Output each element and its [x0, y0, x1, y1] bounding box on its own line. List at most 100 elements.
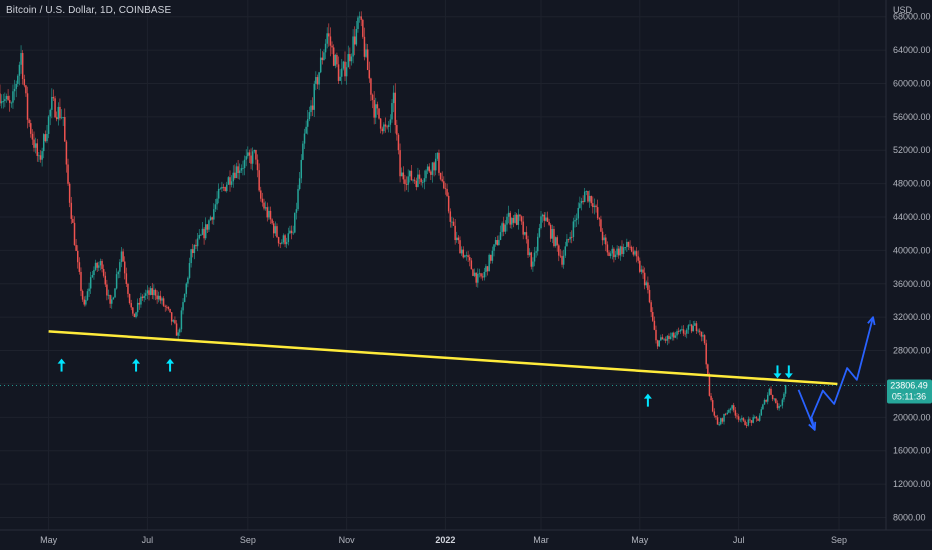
candle-body [365, 49, 367, 57]
candle-body [216, 198, 218, 205]
candle-body [319, 57, 322, 73]
candle-body [639, 260, 641, 272]
candle-body [107, 294, 110, 296]
down-arrow-icon [784, 365, 793, 379]
candle-body [25, 85, 27, 94]
last-price-value: 23806.49 [890, 381, 928, 391]
candle-body [353, 36, 356, 45]
candle-body [494, 240, 497, 245]
candle-body [203, 228, 205, 239]
candle-body [13, 88, 16, 92]
last-price-tag: 23806.49 05:11:36 [887, 379, 932, 404]
candle-body [394, 92, 396, 126]
candle-body [363, 36, 366, 57]
candle-body [567, 239, 570, 240]
candle-body [302, 143, 304, 160]
price-scale[interactable]: 8000.0012000.0016000.0020000.0024000.002… [893, 12, 931, 523]
candle-body [49, 109, 51, 117]
candle-body [456, 237, 458, 241]
candle-body [767, 394, 769, 402]
candle-body [412, 179, 414, 181]
candle-body [289, 230, 291, 234]
candle-body [336, 54, 338, 65]
candle-body [478, 273, 481, 275]
arrow-head [132, 358, 141, 364]
price-tick-label: 12000.00 [893, 479, 931, 489]
time-tick-label: Nov [339, 535, 356, 545]
candle-body [132, 307, 134, 314]
candle-body [661, 337, 664, 340]
candle-body [245, 156, 247, 160]
candle-body [444, 188, 447, 190]
candle-body [726, 412, 729, 414]
candle-body [179, 329, 181, 333]
price-tick-label: 40000.00 [893, 245, 931, 255]
candle-body [20, 53, 22, 65]
candle-body [522, 221, 524, 235]
candle-body [15, 83, 17, 89]
candle-body [460, 249, 463, 254]
candle-body [674, 335, 677, 338]
candle-body [718, 424, 720, 426]
candle-body [143, 295, 145, 299]
candle-body [133, 313, 136, 318]
candle-body [410, 170, 413, 181]
time-tick-label: Jul [142, 535, 154, 545]
candle-body [763, 399, 766, 405]
candle-body [266, 207, 269, 218]
candle-body [598, 218, 601, 220]
candle-body [57, 106, 60, 120]
candle-body [153, 289, 155, 295]
candle-body [38, 155, 40, 157]
down-arrow-icon [773, 365, 782, 379]
candle-body [468, 257, 471, 261]
candle-body [566, 239, 568, 247]
candle-body [561, 256, 563, 265]
candle-body [135, 312, 137, 318]
time-tick-label: Sep [240, 535, 256, 545]
candle-body [428, 166, 430, 172]
candle-body [713, 411, 716, 416]
candle-body [493, 244, 495, 251]
candle-body [332, 47, 335, 66]
candle-body [621, 246, 623, 254]
candle-body [404, 179, 406, 185]
candle-body [287, 233, 290, 243]
price-tick-label: 52000.00 [893, 145, 931, 155]
candle-body [104, 275, 107, 285]
candle-body [558, 245, 560, 256]
price-scale-unit: USD [893, 5, 913, 15]
candle-body [117, 271, 119, 275]
candle-body [315, 77, 317, 84]
candle-body [582, 200, 584, 203]
candle-body [752, 417, 754, 423]
candle-body [721, 418, 724, 422]
candle-body [0, 101, 3, 104]
candle-body [55, 117, 58, 120]
candle-body [652, 312, 654, 321]
candle-body [174, 320, 176, 324]
candle-body [33, 139, 35, 148]
candle-body [188, 263, 191, 278]
candle-body [588, 195, 591, 202]
candle-body [193, 244, 196, 254]
candle-body [300, 159, 303, 179]
candle-body [138, 302, 141, 305]
candle-body [148, 290, 150, 295]
candle-body [256, 159, 259, 171]
candle-body [195, 244, 197, 247]
candle-body [512, 218, 515, 223]
candle-body [368, 69, 371, 79]
candle-body [765, 399, 767, 402]
candle-body [546, 217, 549, 222]
time-tick-label: May [40, 535, 58, 545]
candle-body [30, 123, 32, 134]
candle-body [182, 302, 184, 311]
time-scale[interactable]: May Jul Sep Nov 2022 Mar May Jul Sep [40, 535, 847, 545]
arrow-head [643, 393, 652, 399]
time-tick-label: 2022 [435, 535, 455, 545]
candle-body [723, 413, 725, 422]
projection-arrow-head-up [867, 316, 876, 326]
candle-body [284, 235, 286, 245]
